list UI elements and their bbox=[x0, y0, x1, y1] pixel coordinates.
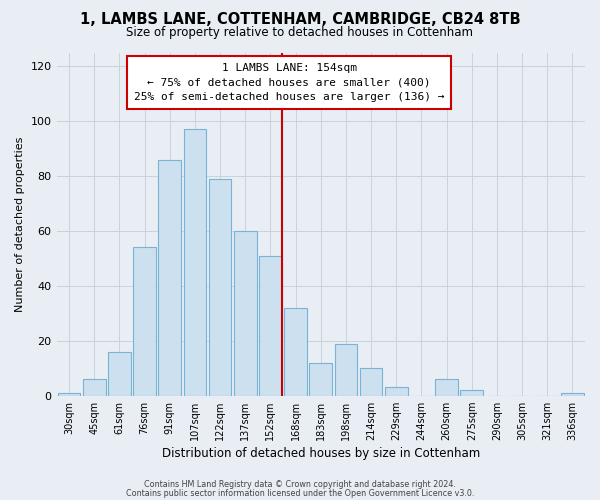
X-axis label: Distribution of detached houses by size in Cottenham: Distribution of detached houses by size … bbox=[161, 447, 480, 460]
Text: 1 LAMBS LANE: 154sqm
← 75% of detached houses are smaller (400)
25% of semi-deta: 1 LAMBS LANE: 154sqm ← 75% of detached h… bbox=[134, 63, 445, 102]
Bar bbox=[184, 130, 206, 396]
Bar bbox=[284, 308, 307, 396]
Text: 1, LAMBS LANE, COTTENHAM, CAMBRIDGE, CB24 8TB: 1, LAMBS LANE, COTTENHAM, CAMBRIDGE, CB2… bbox=[80, 12, 520, 28]
Y-axis label: Number of detached properties: Number of detached properties bbox=[15, 136, 25, 312]
Text: Contains HM Land Registry data © Crown copyright and database right 2024.: Contains HM Land Registry data © Crown c… bbox=[144, 480, 456, 489]
Bar bbox=[234, 231, 257, 396]
Bar bbox=[385, 388, 407, 396]
Bar bbox=[58, 393, 80, 396]
Bar bbox=[158, 160, 181, 396]
Text: Size of property relative to detached houses in Cottenham: Size of property relative to detached ho… bbox=[127, 26, 473, 39]
Bar bbox=[209, 179, 232, 396]
Bar bbox=[133, 248, 156, 396]
Bar bbox=[360, 368, 382, 396]
Bar bbox=[335, 344, 357, 396]
Bar bbox=[310, 362, 332, 396]
Text: Contains public sector information licensed under the Open Government Licence v3: Contains public sector information licen… bbox=[126, 488, 474, 498]
Bar bbox=[259, 256, 282, 396]
Bar bbox=[435, 379, 458, 396]
Bar bbox=[108, 352, 131, 396]
Bar bbox=[460, 390, 483, 396]
Bar bbox=[83, 379, 106, 396]
Bar bbox=[561, 393, 584, 396]
